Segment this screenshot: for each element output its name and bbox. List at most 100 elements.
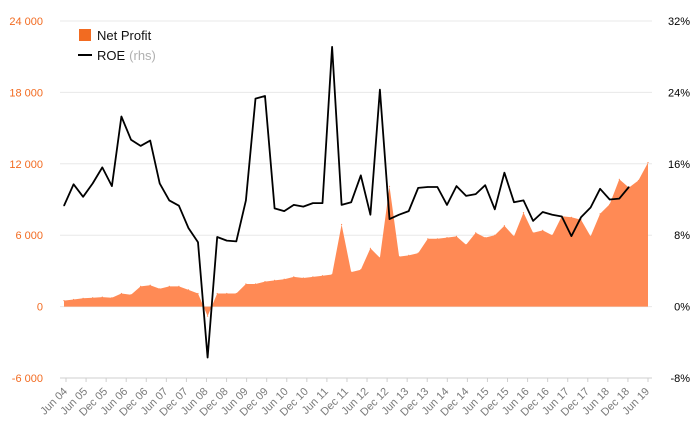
roe-point — [398, 214, 400, 216]
roe-point — [455, 185, 458, 187]
roe-point — [63, 205, 65, 207]
net-profit-point — [503, 225, 505, 227]
roe-point — [475, 193, 477, 195]
legend-swatch-net-profit — [79, 29, 91, 41]
net-profit-point — [302, 277, 304, 279]
net-profit-point — [360, 269, 362, 271]
net-profit-point — [369, 247, 371, 249]
roe-point — [312, 202, 314, 204]
roe-point — [178, 205, 180, 207]
roe-point — [92, 182, 94, 184]
roe-point — [350, 201, 352, 203]
left-tick-label: 6 000 — [15, 230, 43, 242]
net-profit-point — [321, 275, 324, 277]
roe-series — [63, 46, 630, 359]
net-profit-point — [254, 283, 257, 285]
legend-label-roe: ROE (rhs) — [97, 48, 156, 63]
net-profit-series — [63, 162, 649, 317]
roe-point — [120, 115, 122, 118]
net-profit-point — [187, 289, 190, 291]
net-profit-point — [341, 223, 343, 226]
net-profit-point — [235, 292, 237, 295]
net-profit-point — [120, 292, 122, 295]
roe-point — [561, 215, 563, 218]
net-profit-point — [522, 212, 525, 214]
roe-point — [226, 240, 228, 242]
roe-point — [331, 46, 333, 48]
roe-point — [436, 186, 438, 188]
right-tick-label: 24% — [668, 87, 690, 99]
roe-point — [140, 145, 142, 147]
net-profit-point — [446, 237, 448, 239]
roe-point — [159, 182, 161, 184]
roe-point — [235, 240, 237, 242]
roe-point — [609, 198, 611, 201]
roe-point — [264, 95, 266, 97]
roe-point — [360, 174, 362, 176]
net-profit-point — [599, 213, 601, 215]
roe-point — [542, 211, 544, 213]
legend-roe-name: ROE — [97, 48, 126, 63]
net-profit-point — [168, 285, 170, 287]
left-tick-label: 24 000 — [9, 16, 43, 28]
net-profit-point — [436, 238, 438, 240]
net-profit-point — [427, 238, 429, 240]
roe-point — [207, 356, 209, 359]
net-profit-point — [637, 179, 640, 182]
roe-point — [283, 210, 285, 212]
net-profit-point — [63, 300, 65, 302]
left-tick-label: -6 000 — [12, 373, 43, 385]
roe-point — [73, 183, 75, 185]
net-profit-point — [149, 284, 151, 286]
net-profit-point — [159, 288, 161, 290]
net-profit-point — [484, 237, 486, 239]
roe-point — [293, 204, 295, 206]
right-tick-label: 0% — [674, 302, 690, 314]
roe-point — [522, 199, 525, 201]
net-profit-point — [609, 203, 611, 205]
roe-point — [446, 204, 448, 206]
roe-point — [197, 241, 199, 243]
roe-point — [341, 204, 343, 206]
roe-point — [369, 214, 371, 216]
net-profit-point — [178, 285, 180, 287]
roe-point — [551, 214, 553, 216]
right-tick-label: 32% — [668, 16, 690, 28]
net-profit-point — [130, 294, 132, 296]
roe-point — [254, 98, 257, 100]
left-axis: -6 000 0 6 000 12 000 18 000 24 000 — [9, 16, 43, 385]
net-profit-point — [398, 256, 400, 258]
roe-point — [599, 188, 601, 190]
right-tick-label: -8% — [670, 373, 690, 385]
roe-point — [484, 184, 486, 186]
roe-point — [321, 202, 324, 204]
net-profit-point — [101, 296, 103, 298]
net-profit-point — [226, 292, 228, 295]
net-profit-point — [312, 276, 314, 278]
net-profit-point — [73, 298, 75, 301]
net-profit-point — [618, 178, 620, 180]
roe-point — [417, 187, 419, 189]
right-axis: -8% 0% 8% 16% 24% 32% — [668, 16, 690, 385]
left-tick-label: 0 — [37, 302, 43, 314]
net-profit-point — [331, 273, 333, 276]
legend-label-net-profit: Net Profit — [97, 28, 152, 43]
net-profit-point — [274, 279, 276, 281]
net-profit-point — [494, 234, 496, 236]
roe-point — [111, 185, 113, 187]
net-profit-point — [542, 229, 544, 231]
net-profit-point — [551, 234, 553, 236]
roe-point — [513, 201, 515, 203]
roe-point — [465, 195, 467, 197]
left-tick-label: 18 000 — [9, 87, 43, 99]
roe-point — [408, 210, 410, 212]
left-tick-label: 12 000 — [9, 159, 43, 171]
net-profit-point — [207, 315, 209, 317]
roe-point — [503, 172, 505, 174]
net-profit-point — [465, 244, 467, 246]
net-profit-area — [64, 162, 648, 317]
roe-point — [590, 206, 592, 209]
roe-line — [63, 46, 630, 359]
legend: Net Profit ROE (rhs) — [78, 28, 156, 63]
